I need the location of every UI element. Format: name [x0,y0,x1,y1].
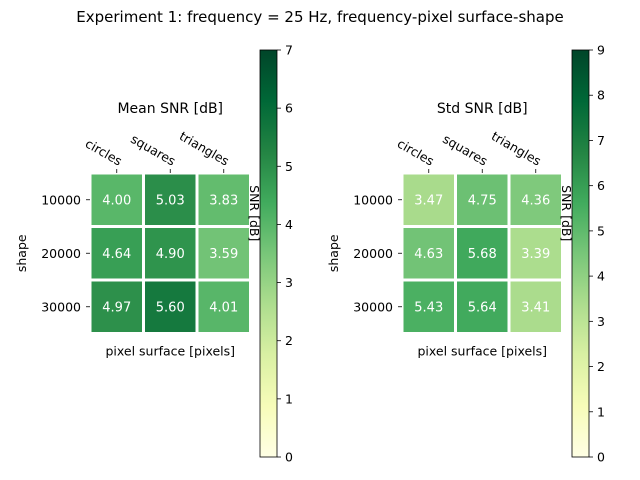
cell-value-label: 4.63 [414,247,443,262]
std-snr-panel: Std SNR [dB] 3.47 4.75 4.36 4.63 5.68 3.39 5.43… [326,43,605,465]
cell-value-label: 5.60 [156,300,185,315]
y-tick-label: 30000 [353,299,393,314]
x-tick-label: triangles [177,128,232,168]
x-tick-label: squares [128,131,178,169]
colorbar-tick-label: 5 [285,159,293,174]
cell-value-label: 5.43 [414,300,443,315]
x-axis-label: pixel surface [pixels] [105,344,235,359]
colorbar-tick-label: 2 [285,333,293,348]
cell-value-label: 3.83 [209,193,238,208]
colorbar-tick-label: 1 [597,404,605,419]
mean-snr-panel: Mean SNR [dB] 4.00 5.03 3.83 4.64 4.90 3.59 4.9… [14,43,293,465]
cell-value-label: 5.03 [156,193,185,208]
y-tick-label: 30000 [41,299,81,314]
y-axis-label: shape [326,234,341,272]
cell-value-label: 3.41 [521,300,550,315]
colorbar-tick-label: 3 [285,275,293,290]
y-tick-label: 10000 [353,192,393,207]
x-tick-label: circles [83,136,125,169]
colorbar-tick-label: 4 [597,269,605,284]
colorbar-tick-label: 4 [285,217,293,232]
heatmap-cell [195,278,252,335]
cell-value-label: 3.39 [521,247,550,262]
cell-value-label: 4.01 [209,300,238,315]
colorbar-tick-label: 6 [285,101,293,116]
colorbar-tick-label: 0 [597,450,605,465]
heatmap-cell [195,225,252,282]
cell-value-label: 3.47 [414,193,443,208]
colorbar-tick-label: 8 [597,88,605,103]
cell-value-label: 4.97 [102,300,131,315]
x-tick-label: circles [395,136,437,169]
colorbar [259,49,278,458]
figure-title: Experiment 1: frequency = 25 Hz, frequen… [76,8,563,26]
cell-value-label: 3.59 [209,247,238,262]
heatmap-cell [400,278,457,335]
x-axis-label: pixel surface [pixels] [417,344,547,359]
colorbar-tick-label: 2 [597,359,605,374]
cell-value-label: 4.75 [468,193,497,208]
cell-value-label: 4.64 [102,247,131,262]
y-tick-label: 10000 [41,192,81,207]
colorbar-tick-label: 9 [597,43,605,58]
cell-value-label: 5.64 [468,300,497,315]
colorbar-tick-label: 3 [597,314,605,329]
colorbar-tick-label: 7 [285,43,293,58]
x-tick-label: squares [440,131,490,169]
heatmap-cell [454,278,511,335]
x-tick-label: triangles [489,128,544,168]
y-tick-label: 20000 [353,246,393,261]
colorbar-label: SNR [dB] [559,185,574,241]
cell-value-label: 4.36 [521,193,550,208]
cell-value-label: 5.68 [468,247,497,262]
colorbar-tick-label: 7 [597,133,605,148]
y-tick-label: 20000 [41,246,81,261]
colorbar-label: SNR [dB] [247,185,262,241]
colorbar-tick-label: 6 [597,178,605,193]
y-axis-label: shape [14,234,29,272]
heatmap-cell [142,278,199,335]
heatmap-cell [507,225,564,282]
cell-value-label: 4.90 [156,247,185,262]
heatmap-cell [88,278,145,335]
heatmap-cell [507,278,564,335]
panel-title: Mean SNR [dB] [117,101,223,117]
colorbar-tick-label: 5 [597,223,605,238]
colorbar-tick-label: 1 [285,391,293,406]
colorbar [571,49,590,458]
cell-value-label: 4.00 [102,193,131,208]
colorbar-tick-label: 0 [285,450,293,465]
panel-title: Std SNR [dB] [437,101,528,117]
